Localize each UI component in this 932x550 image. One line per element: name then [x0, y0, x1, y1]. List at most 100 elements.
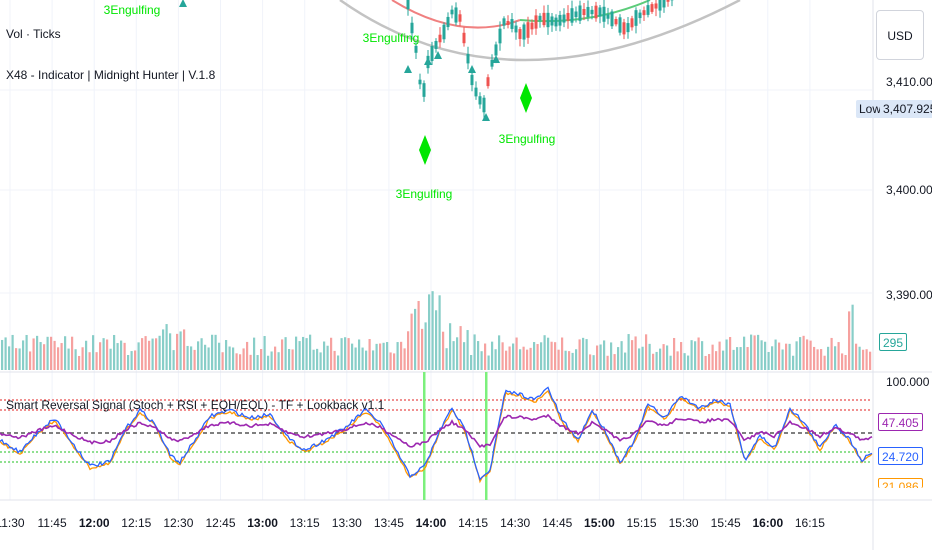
volume-bar: [582, 337, 585, 370]
volume-bar: [176, 333, 179, 370]
volume-bar: [120, 340, 123, 370]
low-value-tag: 3,407.925: [880, 100, 932, 118]
volume-bar: [792, 355, 795, 370]
volume-bar: [32, 338, 35, 370]
volume-bar: [155, 338, 158, 370]
volume-value-tag: 295: [879, 333, 908, 351]
volume-bar: [757, 334, 760, 370]
candle-body: [650, 4, 654, 12]
volume-bar: [498, 335, 501, 370]
volume-bar: [330, 337, 333, 370]
volume-bar: [855, 343, 858, 370]
volume-bar: [431, 291, 434, 370]
volume-bar: [204, 344, 207, 370]
volume-bar: [771, 346, 774, 370]
volume-bar: [547, 337, 550, 370]
candle-body: [498, 28, 502, 44]
volume-bar: [799, 337, 802, 370]
volume-bar: [620, 341, 623, 370]
volume-bar: [148, 340, 151, 370]
volume-bar: [319, 352, 322, 370]
volume-bar: [221, 352, 224, 370]
volume-bar: [743, 336, 746, 370]
candle-body: [486, 77, 490, 87]
volume-bar: [540, 342, 543, 370]
engulfing-diamond: [520, 83, 532, 113]
volume-bar: [158, 335, 161, 370]
oscillator-pane: [0, 372, 873, 500]
volume-bar: [526, 349, 529, 370]
candle-body: [478, 96, 482, 105]
time-axis-label: 14:15: [458, 516, 488, 530]
volume-bar: [116, 343, 119, 370]
signal-vertical-bar: [485, 372, 488, 500]
volume-bar: [683, 353, 686, 370]
volume-bar: [200, 338, 203, 370]
volume-bar: [592, 355, 595, 370]
volume-bar: [291, 349, 294, 370]
candlesticks: [406, 0, 674, 120]
volume-bar: [589, 354, 592, 370]
volume-bar: [746, 347, 749, 370]
candle-body: [546, 12, 550, 28]
time-axis-label: 13:15: [290, 516, 320, 530]
time-axis-label: 15:45: [711, 516, 741, 530]
volume-bar: [1, 339, 4, 370]
volume-bar: [529, 347, 532, 370]
volume-bar: [57, 347, 60, 370]
volume-bar: [837, 342, 840, 370]
candle-body: [470, 74, 474, 86]
candle-body: [582, 9, 586, 15]
time-axis-label: 12:15: [121, 516, 151, 530]
volume-bar: [323, 341, 326, 370]
volume-bar: [736, 347, 739, 370]
volume-bar: [326, 345, 329, 370]
volume-bar: [372, 350, 375, 370]
currency-button[interactable]: USD: [876, 10, 924, 60]
volume-bar: [491, 341, 494, 370]
volume-bar: [60, 343, 63, 370]
volume-bar: [536, 344, 539, 370]
candle-body: [418, 79, 422, 85]
volume-bar: [123, 342, 126, 370]
volume-bar: [841, 353, 844, 370]
volume-bar: [739, 347, 742, 370]
candle-body: [550, 16, 554, 26]
volume-bar: [113, 334, 116, 370]
volume-bar: [442, 331, 445, 370]
buy-arrow: [434, 51, 442, 59]
volume-bar: [732, 349, 735, 370]
volume-bar: [67, 348, 70, 370]
signal-markers: 3Engulfing 3Engulfing 3Engulfing 3Engulfing: [104, 0, 555, 201]
volume-bar: [151, 338, 154, 370]
volume-bar: [162, 329, 165, 370]
volume-bar: [22, 340, 25, 370]
candle-body: [534, 15, 538, 29]
volume-bar: [624, 352, 627, 370]
volume-bar: [333, 350, 336, 370]
candle-body: [598, 7, 602, 17]
volume-bar: [463, 342, 466, 370]
volume-bar: [400, 341, 403, 370]
volume-legend[interactable]: Vol · Ticks: [6, 27, 61, 41]
volume-bar: [417, 300, 420, 370]
volume-bar: [78, 355, 81, 370]
volume-bar: [452, 341, 455, 370]
volume-bar: [662, 344, 665, 370]
volume-bar: [197, 341, 200, 370]
indicator-legend[interactable]: X48 - Indicator | Midnight Hunter | V.1.…: [6, 68, 216, 82]
volume-bar: [36, 335, 39, 370]
candle-body: [646, 5, 650, 15]
oscillator-legend[interactable]: Smart Reversal Signal (Stoch + RSI + EQH…: [6, 398, 385, 412]
price-label-3390: 3,390.000: [886, 288, 932, 302]
volume-bar: [232, 347, 235, 370]
time-axis-label: 14:30: [500, 516, 530, 530]
volume-bar: [141, 338, 144, 370]
volume-bar: [848, 311, 851, 370]
volume-bar: [869, 351, 872, 370]
volume-bar: [704, 355, 707, 370]
candle-body: [562, 14, 566, 23]
volume-bar: [718, 341, 721, 370]
